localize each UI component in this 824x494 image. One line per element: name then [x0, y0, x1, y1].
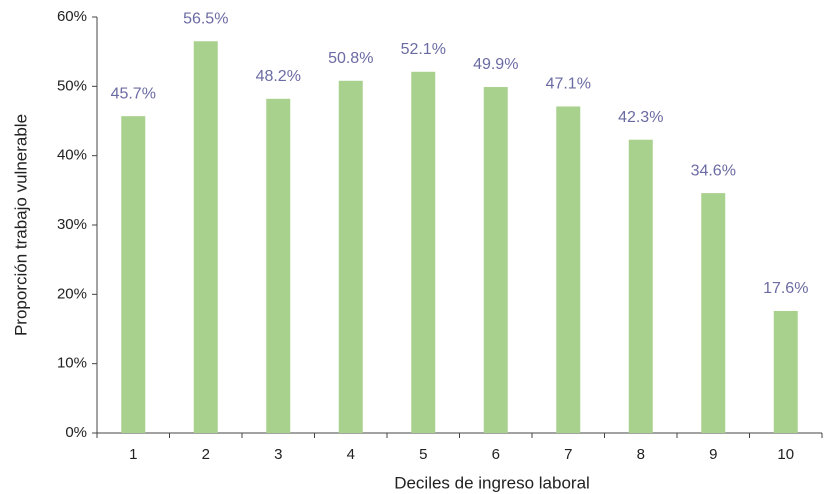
- x-tick-label: 7: [564, 446, 572, 463]
- value-label: 45.7%: [111, 85, 156, 102]
- x-tick-label: 1: [129, 446, 137, 463]
- x-tick-label: 9: [709, 446, 717, 463]
- x-axis-label: Deciles de ingreso laboral: [394, 473, 590, 492]
- value-label: 48.2%: [256, 68, 301, 85]
- bar: [338, 80, 363, 433]
- value-label: 47.1%: [546, 76, 591, 93]
- bar: [701, 193, 726, 433]
- y-tick-label: 50%: [57, 77, 87, 94]
- value-label: 50.8%: [328, 50, 373, 67]
- x-tick-label: 4: [347, 446, 355, 463]
- x-tick-label: 5: [419, 446, 427, 463]
- x-tick-label: 10: [777, 446, 794, 463]
- y-tick-label: 40%: [57, 147, 87, 164]
- y-tick-label: 10%: [57, 355, 87, 372]
- bar: [411, 71, 436, 434]
- bar: [483, 87, 508, 433]
- y-axis-label: Proporción trabajo vulnerable: [11, 114, 30, 336]
- y-tick-label: 30%: [57, 216, 87, 233]
- value-label: 56.5%: [183, 10, 228, 27]
- x-tick-label: 2: [202, 446, 210, 463]
- bar: [556, 106, 581, 433]
- y-tick-label: 60%: [57, 8, 87, 25]
- x-tick-label: 6: [492, 446, 500, 463]
- bar: [121, 116, 146, 433]
- value-label: 17.6%: [763, 280, 808, 297]
- y-tick-label: 0%: [65, 424, 87, 441]
- x-tick-label: 3: [274, 446, 282, 463]
- bar: [193, 41, 218, 434]
- value-label: 52.1%: [401, 41, 446, 58]
- y-tick-label: 20%: [57, 285, 87, 302]
- x-tick-label: 8: [637, 446, 645, 463]
- value-label: 42.3%: [618, 109, 663, 126]
- bar: [773, 310, 798, 433]
- value-label: 34.6%: [691, 162, 736, 179]
- value-label: 49.9%: [473, 56, 518, 73]
- bar: [628, 139, 653, 433]
- bar: [266, 98, 291, 434]
